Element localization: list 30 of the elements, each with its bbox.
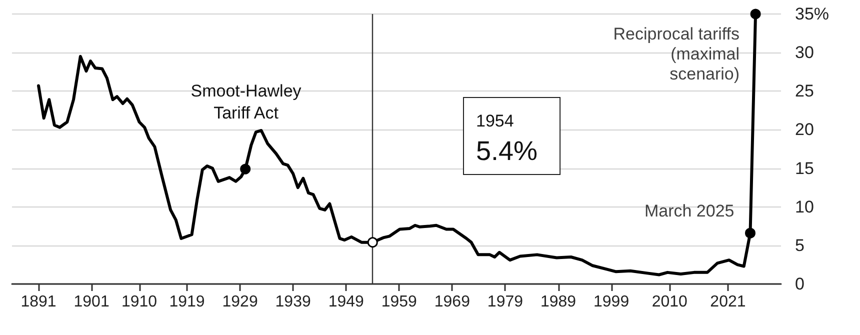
- y-tick-label: 5: [795, 236, 804, 255]
- y-tick-label: 25: [795, 82, 814, 101]
- y-tick-label: 20: [795, 120, 814, 140]
- x-tick-label: 1999: [593, 294, 630, 310]
- x-tick-label: 1959: [381, 294, 418, 310]
- y-tick-label: 15: [795, 158, 814, 178]
- point: [240, 164, 251, 174]
- y-tick-label: 35%: [795, 4, 830, 24]
- annotation: 1954 5.4%: [476, 112, 538, 166]
- x-tick-label: 1989: [540, 294, 576, 310]
- x-tick-label: 1910: [121, 294, 158, 310]
- x-tick-label: 2021: [710, 294, 746, 310]
- x-tick-label: 1949: [328, 294, 364, 310]
- x-tick-label: 1901: [74, 294, 110, 310]
- x-tick-label: 1939: [275, 294, 311, 310]
- y-tick-label: 0: [795, 274, 804, 294]
- x-tick-label: 1891: [20, 294, 56, 310]
- annotation: Smoot-Hawley Tariff Act: [190, 82, 302, 122]
- x-tick-label: 1979: [487, 294, 524, 310]
- annotation: March 2025: [644, 202, 734, 221]
- y-tick-label: 10: [795, 197, 814, 216]
- point: [750, 8, 761, 20]
- annotation: Reciprocal tariffs (maximal scenario): [613, 24, 740, 84]
- x-tick-label: 1969: [434, 294, 470, 310]
- x-tick-label: 1929: [222, 294, 258, 310]
- point: [367, 237, 378, 248]
- x-tick-label: 1919: [169, 294, 205, 310]
- x-tick-label: 2010: [652, 294, 688, 310]
- point: [745, 228, 756, 238]
- y-tick-label: 30: [795, 43, 814, 62]
